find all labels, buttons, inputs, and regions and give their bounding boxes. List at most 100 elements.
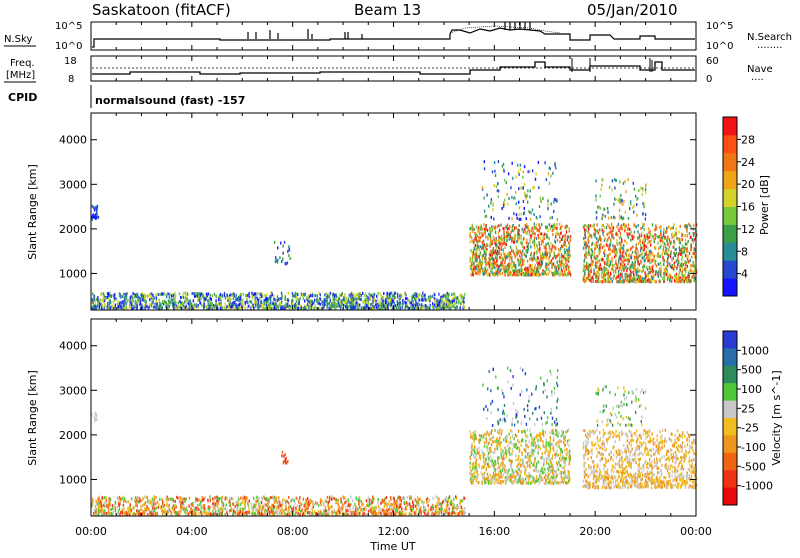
scatter-point (429, 499, 430, 502)
scatter-point (240, 497, 241, 500)
scatter-point (565, 237, 566, 240)
scatter-point (450, 304, 451, 307)
scatter-point (559, 240, 560, 243)
scatter-point (414, 293, 415, 296)
scatter-point (667, 243, 668, 246)
scatter-point (626, 269, 627, 272)
scatter-point (618, 199, 619, 202)
scatter-point (175, 295, 176, 298)
scatter-point (387, 295, 388, 298)
scatter-point (519, 187, 520, 190)
scatter-point (660, 269, 661, 272)
scatter-point (518, 229, 519, 232)
scatter-point (559, 260, 560, 263)
scatter-point (380, 507, 381, 510)
scatter-point (502, 239, 503, 242)
scatter-point (516, 213, 517, 216)
scatter-point (625, 274, 626, 277)
scatter-point (620, 249, 621, 252)
scatter-point (614, 251, 615, 254)
scatter-point (612, 250, 613, 253)
scatter-point (556, 272, 557, 275)
scatter-point (607, 276, 608, 279)
scatter-point (463, 306, 464, 309)
scatter-point (172, 305, 173, 308)
scatter-point (319, 512, 320, 515)
scatter-point (600, 263, 601, 266)
scatter-point (487, 273, 488, 276)
scatter-point (480, 271, 481, 274)
scatter-point (592, 225, 593, 228)
scatter-point (415, 297, 416, 300)
scatter-point (514, 264, 515, 267)
scatter-point (285, 302, 286, 305)
scatter-point (602, 276, 603, 279)
scatter-point (681, 278, 682, 281)
scatter-point (613, 216, 614, 219)
scatter-point (284, 241, 285, 244)
scatter-point (511, 238, 512, 241)
scatter-point (385, 298, 386, 301)
scatter-point (564, 248, 565, 251)
scatter-point (442, 305, 443, 308)
scatter-point (514, 235, 515, 238)
scatter-point (419, 303, 420, 306)
scatter-point (279, 256, 280, 259)
scatter-point (304, 504, 305, 507)
scatter-point (532, 232, 533, 235)
scatter-point (583, 269, 584, 272)
scatter-point (508, 271, 509, 274)
scatter-point (476, 258, 477, 261)
scatter-point (248, 507, 249, 510)
scatter-point (692, 264, 693, 267)
scatter-point (613, 226, 614, 229)
scatter-point (649, 279, 650, 282)
scatter-point (105, 297, 106, 300)
scatter-point (310, 301, 311, 304)
scatter-point (389, 500, 390, 503)
scatter-point (449, 300, 450, 303)
scatter-point (482, 186, 483, 189)
scatter-point (474, 232, 475, 235)
scatter-point (401, 294, 402, 297)
scatter-point (92, 293, 93, 296)
scatter-point (409, 300, 410, 303)
scatter-point (427, 501, 428, 504)
scatter-point (552, 229, 553, 232)
scatter-point (285, 295, 286, 298)
scatter-point (407, 299, 408, 302)
scatter-point (638, 224, 639, 227)
scatter-point (537, 247, 538, 250)
scatter-point (618, 223, 619, 226)
scatter-point (547, 203, 548, 206)
scatter-point (510, 273, 511, 276)
scatter-point (519, 213, 520, 216)
scatter-point (349, 294, 350, 297)
scatter-point (616, 267, 617, 270)
scatter-point (503, 227, 504, 230)
scatter-point (518, 238, 519, 241)
scatter-point (595, 194, 596, 197)
scatter-point (235, 299, 236, 302)
scatter-point (593, 224, 594, 227)
scatter-point (532, 227, 533, 230)
scatter-point (485, 264, 486, 267)
scatter-point (555, 235, 556, 238)
scatter-point (633, 273, 634, 276)
scatter-point (534, 242, 535, 245)
scatter-point (135, 301, 136, 304)
scatter-point (637, 236, 638, 239)
scatter-point (342, 302, 343, 305)
scatter-point (534, 186, 535, 189)
scatter-point (426, 306, 427, 309)
scatter-point (534, 223, 535, 226)
scatter-point (595, 262, 596, 265)
freq-panel: Freq. [MHz] 18 8 60 0 Nave .... (4, 56, 773, 85)
scatter-point (185, 294, 186, 297)
scatter-point (620, 273, 621, 276)
scatter-point (203, 303, 204, 306)
scatter-point (619, 268, 620, 271)
scatter-point (485, 260, 486, 263)
scatter-point (566, 245, 567, 248)
scatter-point (498, 268, 499, 271)
